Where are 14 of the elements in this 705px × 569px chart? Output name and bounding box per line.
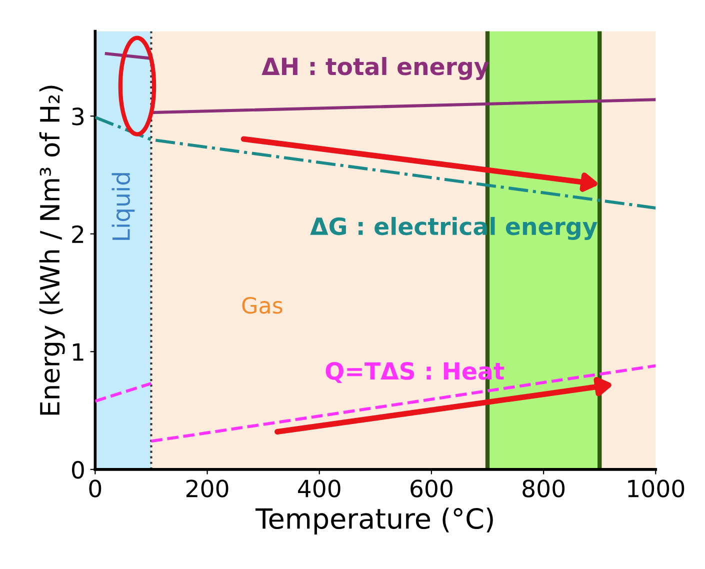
x-tick-label: 200: [186, 480, 228, 498]
x-tick-label: 400: [298, 480, 340, 498]
x-tick-label: 1000: [628, 480, 684, 498]
band-label: Gas: [242, 296, 282, 314]
y-tick-label: 1: [73, 343, 84, 361]
y-axis-title: Energy (kWh / Nm³ of H₂): [39, 86, 65, 415]
y-tick-label: 3: [72, 108, 84, 126]
x-tick-label: 800: [522, 480, 565, 498]
x-axis-title: Temperature (°C): [255, 508, 493, 534]
y-tick-label: 0: [72, 460, 84, 479]
band-label: Liquid: [112, 173, 135, 240]
y-tick-label: 2: [72, 225, 84, 243]
x-tick-label: 600: [410, 480, 452, 498]
x-tick-label: 0: [89, 480, 102, 498]
